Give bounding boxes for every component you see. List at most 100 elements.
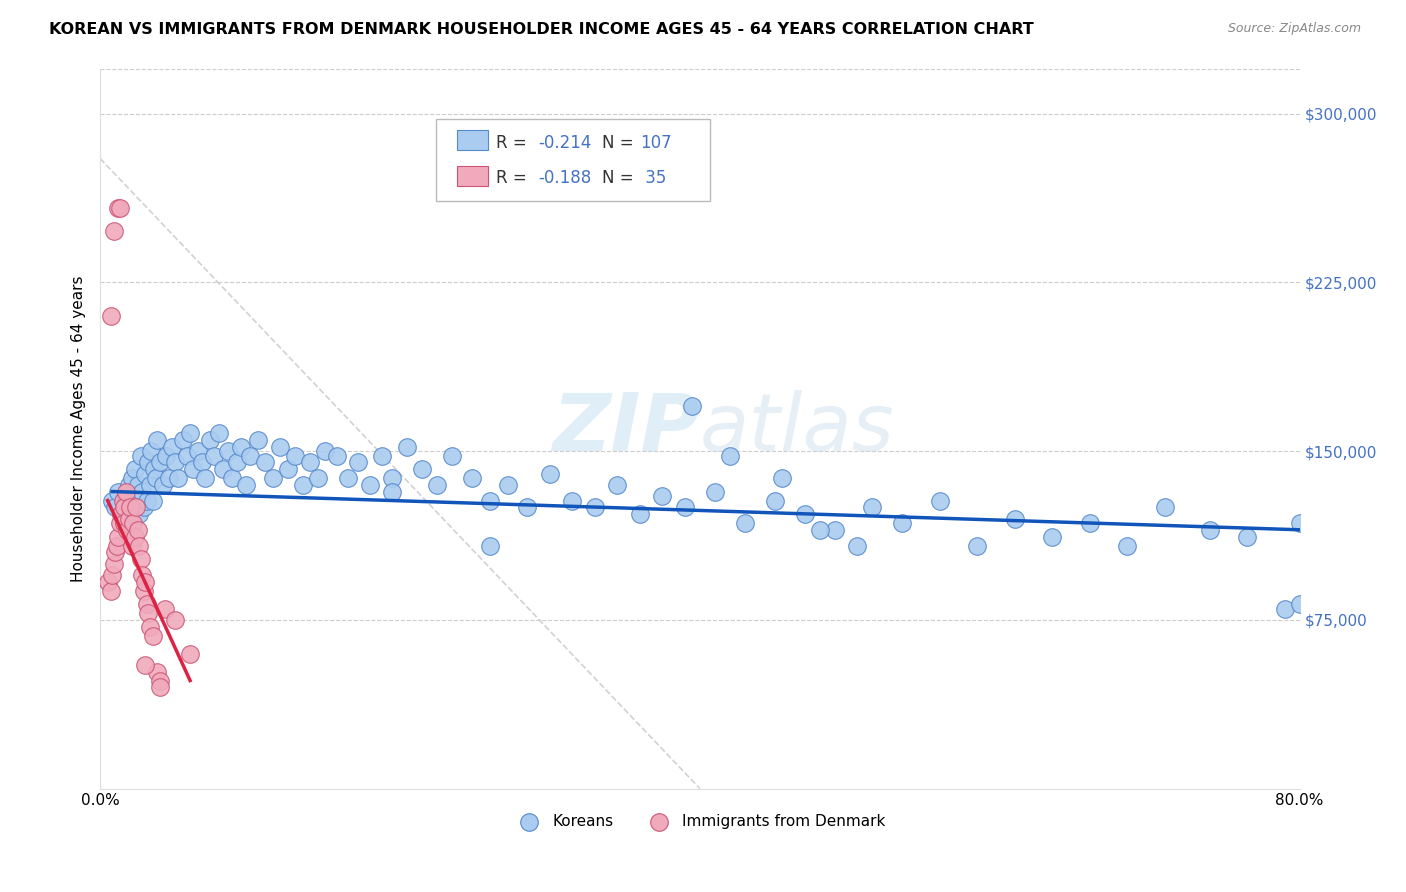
- Point: [112, 516, 135, 530]
- Point: [207, 425, 229, 440]
- Point: [138, 619, 160, 633]
- Point: [336, 471, 359, 485]
- Point: [100, 309, 122, 323]
- Point: [139, 444, 162, 458]
- Point: [138, 477, 160, 491]
- Point: [104, 545, 127, 559]
- Point: [1153, 500, 1175, 515]
- Point: [131, 567, 153, 582]
- Point: [114, 489, 136, 503]
- Point: [179, 425, 201, 440]
- Point: [217, 444, 239, 458]
- Point: [142, 493, 165, 508]
- Point: [103, 223, 125, 237]
- Point: [763, 493, 786, 508]
- Point: [124, 462, 146, 476]
- Point: [187, 444, 209, 458]
- Point: [117, 477, 139, 491]
- Text: ZIP: ZIP: [553, 390, 700, 467]
- Point: [176, 449, 198, 463]
- Point: [194, 471, 217, 485]
- Text: KOREAN VS IMMIGRANTS FROM DENMARK HOUSEHOLDER INCOME AGES 45 - 64 YEARS CORRELAT: KOREAN VS IMMIGRANTS FROM DENMARK HOUSEH…: [49, 22, 1033, 37]
- Point: [441, 449, 464, 463]
- Point: [359, 477, 381, 491]
- Point: [124, 529, 146, 543]
- Point: [149, 673, 172, 688]
- Point: [202, 449, 225, 463]
- Point: [269, 440, 291, 454]
- Point: [134, 657, 156, 672]
- Legend: Koreans, Immigrants from Denmark: Koreans, Immigrants from Denmark: [508, 807, 891, 835]
- Point: [1040, 529, 1063, 543]
- Point: [718, 449, 741, 463]
- Point: [824, 523, 846, 537]
- Point: [136, 455, 159, 469]
- Point: [651, 489, 673, 503]
- Point: [181, 462, 204, 476]
- Point: [108, 201, 131, 215]
- Point: [516, 500, 538, 515]
- Point: [107, 529, 129, 543]
- Point: [155, 449, 177, 463]
- Point: [115, 523, 138, 537]
- Point: [127, 523, 149, 537]
- Point: [860, 500, 883, 515]
- Point: [461, 471, 484, 485]
- Point: [673, 500, 696, 515]
- Point: [101, 493, 124, 508]
- Point: [1274, 601, 1296, 615]
- Point: [254, 455, 277, 469]
- Point: [110, 507, 132, 521]
- Point: [167, 471, 190, 485]
- Point: [478, 539, 501, 553]
- Point: [262, 471, 284, 485]
- Point: [136, 606, 159, 620]
- Text: N =: N =: [602, 169, 638, 187]
- Point: [149, 455, 172, 469]
- Point: [1236, 529, 1258, 543]
- Point: [734, 516, 756, 530]
- Point: [411, 462, 433, 476]
- Point: [396, 440, 419, 454]
- Point: [239, 449, 262, 463]
- Text: Source: ZipAtlas.com: Source: ZipAtlas.com: [1227, 22, 1361, 36]
- Text: 107: 107: [640, 134, 671, 152]
- Y-axis label: Householder Income Ages 45 - 64 years: Householder Income Ages 45 - 64 years: [72, 276, 86, 582]
- Point: [770, 471, 793, 485]
- Point: [235, 477, 257, 491]
- Point: [1288, 597, 1310, 611]
- Point: [381, 484, 404, 499]
- Text: atlas: atlas: [700, 390, 894, 467]
- Point: [478, 493, 501, 508]
- Point: [129, 449, 152, 463]
- Point: [146, 665, 169, 679]
- Point: [221, 471, 243, 485]
- Point: [107, 201, 129, 215]
- Point: [132, 583, 155, 598]
- Point: [142, 628, 165, 642]
- Point: [381, 471, 404, 485]
- Point: [160, 440, 183, 454]
- Point: [928, 493, 950, 508]
- Point: [104, 500, 127, 515]
- Point: [112, 516, 135, 530]
- Point: [1288, 516, 1310, 530]
- Point: [146, 433, 169, 447]
- Point: [101, 567, 124, 582]
- Point: [326, 449, 349, 463]
- Text: 35: 35: [640, 169, 666, 187]
- Point: [371, 449, 394, 463]
- Point: [131, 484, 153, 499]
- Point: [1004, 511, 1026, 525]
- Point: [1116, 539, 1139, 553]
- Text: -0.214: -0.214: [538, 134, 592, 152]
- Point: [132, 500, 155, 515]
- Point: [229, 440, 252, 454]
- Point: [347, 455, 370, 469]
- Text: N =: N =: [602, 134, 638, 152]
- Point: [135, 493, 157, 508]
- Point: [606, 477, 628, 491]
- Point: [299, 455, 322, 469]
- Point: [105, 539, 128, 553]
- Point: [120, 511, 142, 525]
